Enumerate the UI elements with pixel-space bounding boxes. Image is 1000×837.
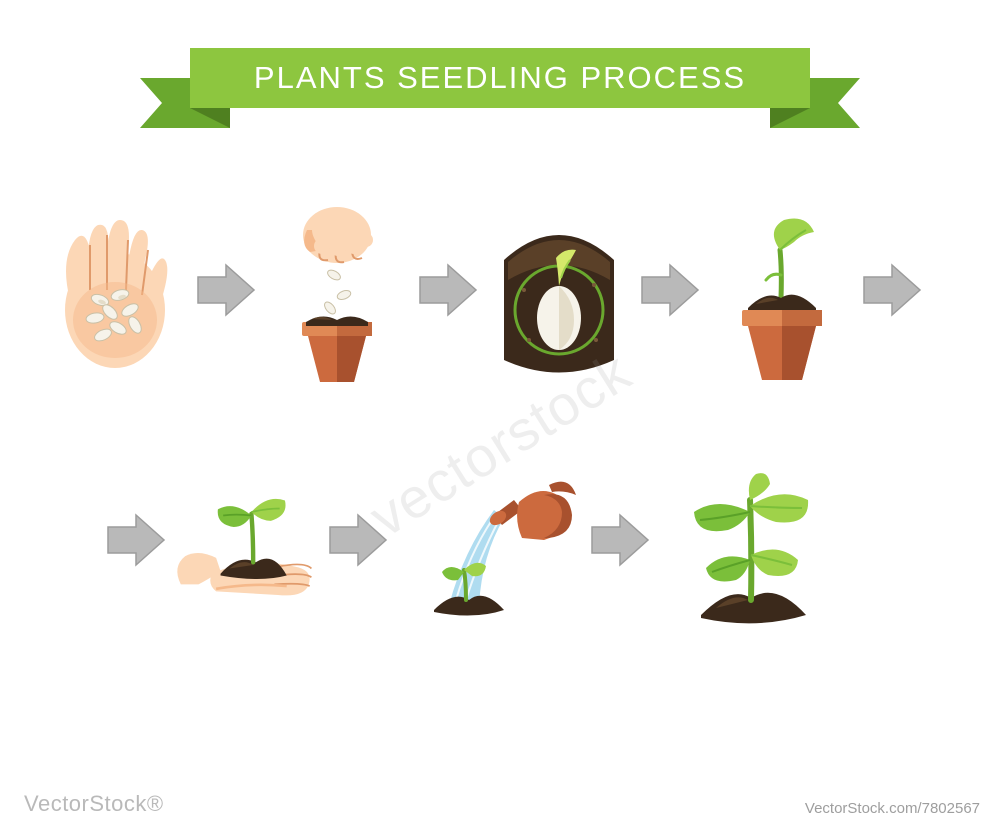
arrow-icon [328, 513, 388, 567]
stage-watering [394, 440, 584, 640]
arrow-icon [590, 513, 650, 567]
process-row-1 [40, 190, 980, 390]
title-banner: PLANTS SEEDLING PROCESS [140, 48, 860, 130]
page-title: PLANTS SEEDLING PROCESS [254, 60, 746, 96]
underground-seed-icon [484, 190, 634, 390]
hand-seeds-icon [40, 190, 190, 390]
seedling-hand-icon [172, 452, 322, 628]
stage-seeds-in-hand [40, 190, 190, 390]
arrow-icon [418, 263, 478, 317]
grown-plant-icon [656, 440, 846, 640]
stage-sprout-pot [706, 190, 856, 390]
watering-can-icon [394, 440, 584, 640]
sowing-pot-icon [262, 190, 412, 390]
stage-grown-plant [656, 440, 846, 640]
arrow-icon [196, 263, 256, 317]
sprout-pot-icon [706, 190, 856, 390]
process-flow [40, 190, 980, 640]
stage-underground [484, 190, 634, 390]
arrow-icon [640, 263, 700, 317]
arrow-icon [862, 263, 922, 317]
stage-seedling-hand [172, 440, 322, 640]
process-row-2 [40, 440, 980, 640]
stage-sowing [262, 190, 412, 390]
watermark-brand: VectorStock® [24, 791, 164, 817]
ribbon-main: PLANTS SEEDLING PROCESS [190, 48, 810, 108]
arrow-icon [106, 513, 166, 567]
watermark-id: VectorStock.com/7802567 [805, 800, 980, 817]
